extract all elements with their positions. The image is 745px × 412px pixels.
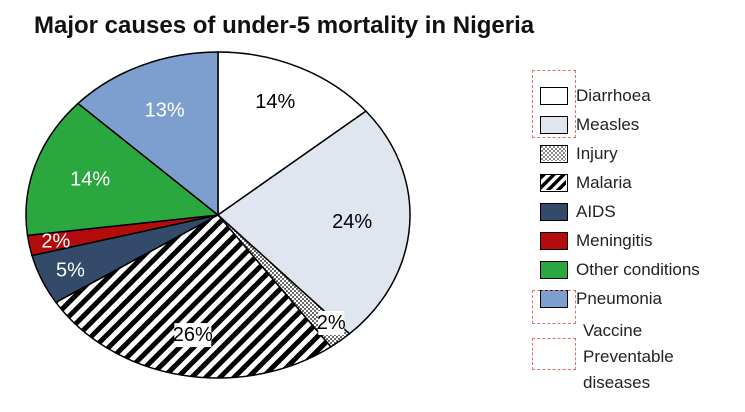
pie-slices <box>25 51 411 379</box>
legend-label: Measles <box>576 115 640 134</box>
legend-label: Malaria <box>576 173 632 192</box>
note-line-3: diseases <box>583 373 651 392</box>
legend-item-injury: Injury <box>540 142 618 166</box>
slice-label-other-conditions: 14% <box>70 169 110 191</box>
legend-label: Meningitis <box>576 231 653 250</box>
slice-label-meningitis: 2% <box>41 230 70 252</box>
pie-slice-malaria <box>54 214 332 379</box>
vaccine-bracket-bottom <box>532 290 576 324</box>
pie-slice-measles <box>216 110 411 335</box>
pie-labels: 14% 24% 2% 26% 5% 2% 14% 13% <box>41 91 372 348</box>
vaccine-note-box <box>532 338 576 370</box>
slice-label-pneumonia: 13% <box>145 99 185 121</box>
slice-label-diarrhoea: 14% <box>255 91 295 113</box>
note-line-1: Vaccine <box>583 321 643 340</box>
pie-slice-diarrhoea <box>217 51 368 217</box>
legend-item-malaria: Malaria <box>540 171 632 195</box>
legend-swatch <box>540 232 568 250</box>
legend-item-aids: AIDS <box>540 200 616 224</box>
vaccine-bracket-top <box>532 70 576 138</box>
legend-swatch <box>540 87 568 105</box>
legend-swatch <box>540 261 568 279</box>
legend-item-diarrhoea: Diarrhoea <box>540 84 651 108</box>
legend-swatch <box>540 174 568 192</box>
legend-swatch <box>540 203 568 221</box>
slice-label-injury: 2% <box>317 312 346 334</box>
slice-label-aids: 5% <box>56 260 85 282</box>
pie-slice-other-conditions <box>25 102 220 237</box>
legend-swatch <box>540 116 568 134</box>
note-line-2: Preventable <box>583 347 674 366</box>
legend-item-measles: Measles <box>540 113 639 137</box>
legend-label: Other conditions <box>576 260 700 279</box>
vaccine-preventable-note: Vaccine Preventable diseases <box>583 318 733 396</box>
slice-label-measles: 24% <box>332 211 372 233</box>
slice-label-bg <box>174 323 212 348</box>
pie-slice-pneumonia <box>76 51 219 217</box>
slice-label-bg <box>318 311 345 336</box>
legend-item-meningitis: Meningitis <box>540 229 653 253</box>
legend-label: AIDS <box>576 202 616 221</box>
legend-item-other-conditions: Other conditions <box>540 258 700 282</box>
legend-item-pneumonia: Pneumonia <box>540 287 662 311</box>
legend-label: Pneumonia <box>576 289 663 308</box>
legend-label: Injury <box>576 144 618 163</box>
chart-title: Major causes of under-5 mortality in Nig… <box>34 12 535 39</box>
legend-swatch <box>540 145 568 163</box>
slice-label-malaria: 26% <box>173 324 213 346</box>
legend-label: Diarrhoea <box>576 86 651 105</box>
